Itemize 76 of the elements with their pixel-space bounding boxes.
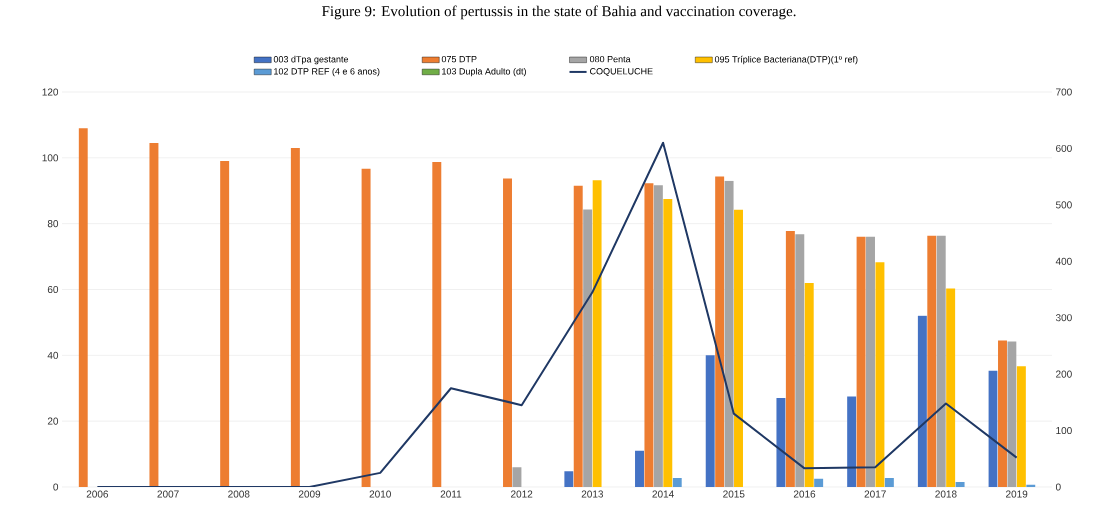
bar: [804, 282, 814, 487]
x-tick-label: 2008: [228, 490, 250, 498]
bar: [705, 355, 715, 487]
bar: [78, 128, 88, 487]
bar: [1016, 366, 1026, 487]
bar: [503, 178, 512, 487]
y2-tick-label: 300: [1055, 314, 1072, 322]
bar: [432, 162, 442, 487]
bar: [672, 478, 682, 487]
bar: [946, 288, 956, 487]
bar: [917, 315, 927, 487]
bar: [644, 183, 654, 487]
bar: [715, 176, 725, 487]
bar: [814, 478, 824, 487]
bar: [936, 235, 946, 487]
bar: [1007, 341, 1017, 487]
x-tick-label: 2012: [511, 490, 533, 498]
bar: [955, 482, 965, 487]
bar: [592, 180, 602, 487]
legend-label: 003 dTpa gestante: [273, 55, 349, 65]
bar: [583, 209, 593, 487]
legend-label: 103 Dupla Adulto (dt): [442, 67, 526, 77]
x-tick-label: 2013: [581, 490, 604, 498]
x-tick-label: 2016: [793, 490, 816, 498]
bar: [724, 180, 734, 487]
bar: [290, 147, 300, 487]
y-tick-label: 40: [47, 351, 59, 359]
y2-tick-label: 200: [1056, 370, 1072, 378]
y2-tick-label: 500: [1055, 201, 1072, 209]
y2-tick-label: 600: [1056, 144, 1072, 152]
x-tick-label: 2019: [1006, 490, 1028, 498]
bar: [785, 230, 795, 487]
y-tick-label: 0: [53, 483, 59, 491]
bar: [361, 168, 371, 487]
legend-label: 075 DTP: [441, 55, 477, 63]
bar: [564, 471, 574, 487]
x-tick-label: 2006: [86, 490, 109, 498]
y2-tick-label: 400: [1055, 257, 1072, 265]
bar: [884, 478, 894, 487]
bar: [734, 209, 743, 487]
y-tick-label: 120: [42, 88, 59, 96]
legend-label: 080 Penta: [589, 55, 631, 63]
x-tick-label: 2018: [935, 490, 957, 498]
y-tick-label: 100: [42, 154, 59, 162]
bar: [795, 234, 805, 487]
bar: [776, 398, 786, 487]
bar: [866, 236, 875, 487]
x-tick-label: 2010: [369, 490, 391, 498]
y2-tick-label: 100: [1056, 427, 1072, 435]
y-tick-label: 20: [47, 417, 59, 425]
bar: [875, 262, 885, 487]
x-tick-label: 2017: [864, 490, 886, 498]
bar: [856, 236, 866, 487]
bar: [220, 161, 230, 487]
x-tick-label: 2015: [723, 490, 745, 498]
legend-label: 095 Tríplice Bacteriana(DTP)(1º ref): [714, 55, 858, 65]
bar: [847, 396, 857, 487]
y2-tick-label: 0: [1055, 483, 1061, 491]
x-tick-label: 2014: [652, 490, 674, 498]
bar: [635, 450, 644, 487]
bar: [653, 185, 663, 487]
bar: [663, 198, 673, 487]
chart-title: Figure 9: Evolution of pertussis in the state of Bahia and vaccination coverage.: [322, 5, 796, 20]
y-tick-label: 80: [47, 220, 59, 228]
bar: [573, 185, 583, 487]
bar: [998, 340, 1007, 487]
x-tick-label: 2009: [298, 490, 321, 498]
bar: [512, 467, 522, 487]
bar: [149, 143, 159, 487]
x-tick-label: 2011: [440, 490, 462, 498]
y-tick-label: 60: [47, 285, 59, 294]
legend-label: COQUELUCHE: [590, 68, 653, 77]
bar: [927, 235, 937, 487]
legend-label: 102 DTP REF (4 e 6 anos): [274, 67, 380, 77]
x-tick-label: 2007: [157, 490, 179, 498]
y2-tick-label: 700: [1056, 88, 1072, 96]
